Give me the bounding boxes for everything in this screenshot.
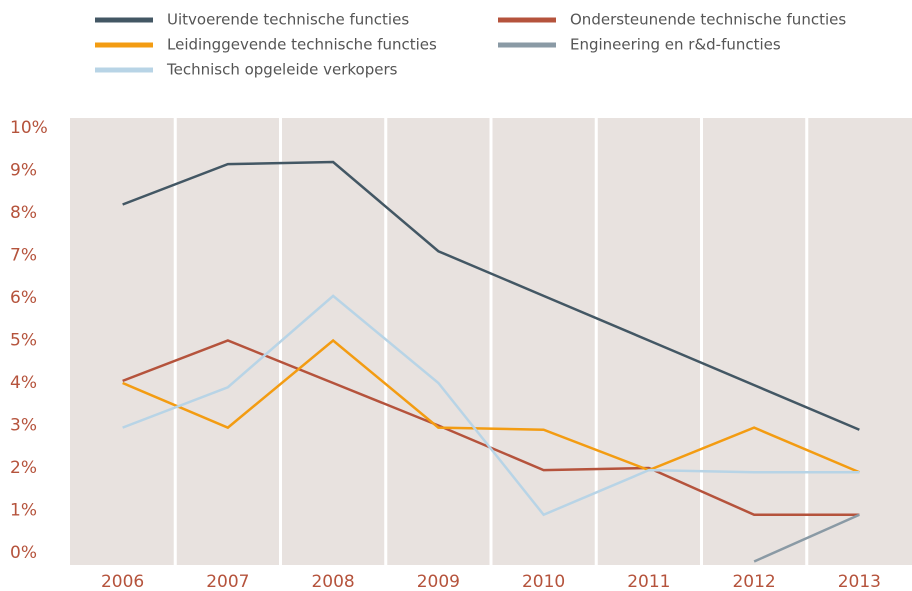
y-tick-label: 2% xyxy=(10,458,37,478)
series-line xyxy=(122,160,860,431)
series-line xyxy=(122,294,860,517)
y-tick-label: 9% xyxy=(10,161,37,181)
x-tick-label: 2010 xyxy=(522,572,565,591)
x-tick-label: 2006 xyxy=(101,572,144,591)
legend-label: Engineering en r&d-functies xyxy=(570,36,781,54)
y-tick-label: 5% xyxy=(10,331,37,351)
x-tick-label: 2008 xyxy=(311,572,354,591)
legend-label: Technisch opgeleide verkopers xyxy=(166,61,398,79)
series-line xyxy=(753,513,860,563)
y-tick-label: 8% xyxy=(10,203,37,223)
y-tick-label: 0% xyxy=(10,543,37,563)
y-tick-label: 6% xyxy=(10,288,37,308)
y-tick-label: 4% xyxy=(10,373,37,393)
x-tick-label: 2009 xyxy=(417,572,460,591)
series-line xyxy=(122,338,860,474)
legend-label: Uitvoerende technische functies xyxy=(167,11,409,29)
y-tick-label: 10% xyxy=(10,118,48,138)
legend-label: Leidinggevende technische functies xyxy=(167,36,437,54)
legend-label: Ondersteunende technische functies xyxy=(570,11,846,29)
x-tick-label: 2007 xyxy=(206,572,249,591)
x-tick-label: 2012 xyxy=(732,572,775,591)
x-tick-label: 2013 xyxy=(838,572,881,591)
y-tick-label: 3% xyxy=(10,416,37,436)
y-tick-label: 7% xyxy=(10,246,37,266)
x-tick-label: 2011 xyxy=(627,572,670,591)
y-tick-label: 1% xyxy=(10,501,37,521)
